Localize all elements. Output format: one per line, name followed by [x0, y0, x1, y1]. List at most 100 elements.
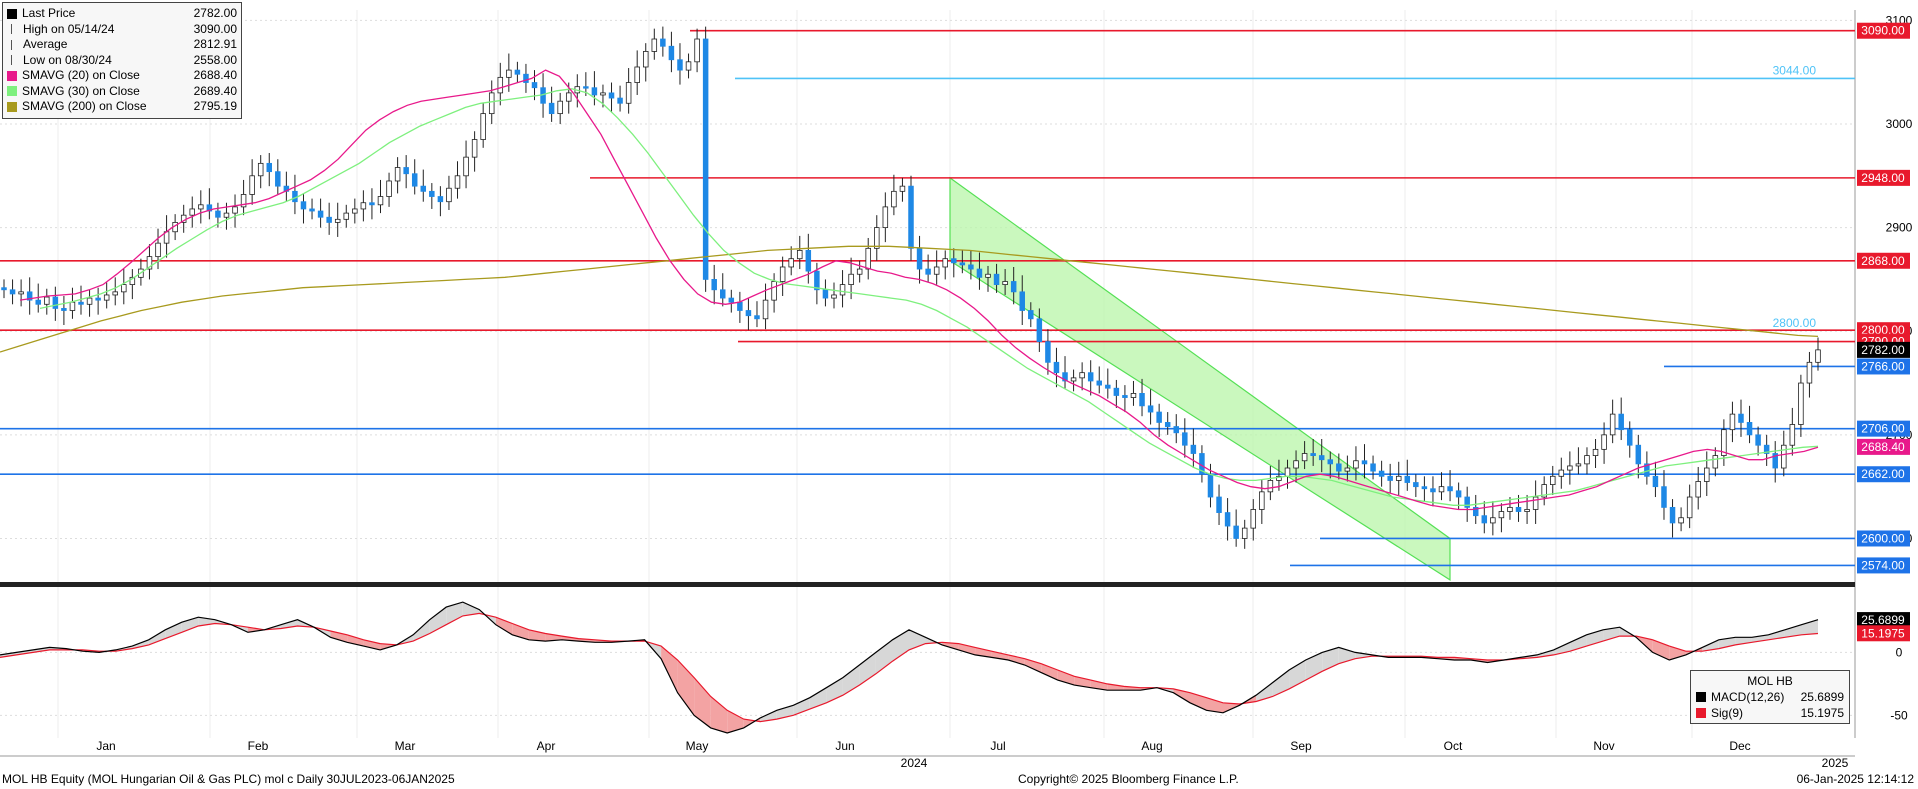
price-tag-box: [1857, 341, 1910, 358]
candle-body: [326, 216, 332, 223]
candle-body: [35, 299, 41, 305]
price-tag-label: 2600.00: [1861, 531, 1905, 545]
price-tag-box: [1857, 252, 1910, 269]
candle-body: [78, 301, 84, 305]
candle-body: [1772, 453, 1778, 469]
candle-body: [1686, 496, 1693, 519]
candle-body: [411, 173, 418, 187]
candle-body: [985, 273, 991, 278]
price-tag-box: [1857, 420, 1910, 437]
macd-fill: [1784, 624, 1802, 638]
price-tag-label: 2766.00: [1861, 359, 1905, 373]
candle-body: [44, 296, 50, 305]
candle-body: [1575, 463, 1582, 467]
legend-row: SMAVG (20) on Close 2688.40: [7, 68, 237, 84]
candle-body: [86, 297, 93, 305]
candle-body: [702, 38, 709, 280]
candle-body: [309, 208, 315, 212]
candle-body: [993, 273, 1000, 286]
macd-fill: [1669, 646, 1686, 660]
price-tag-box: [1857, 358, 1910, 375]
legend-swatch-square: [7, 8, 17, 19]
macd-fill: [1123, 686, 1141, 691]
legend-row: Last Price 2782.00: [7, 6, 237, 22]
candle-body: [1669, 506, 1676, 524]
candle-body: [1147, 405, 1154, 413]
legend-value: 2812.91: [193, 37, 237, 51]
macd-fill: [1024, 658, 1042, 673]
candle-body: [745, 310, 752, 317]
candle-body: [377, 196, 384, 206]
candle-body: [685, 61, 692, 71]
candle-body: [1721, 429, 1727, 456]
price-legend: Last Price 2782.00 High on 05/14/24 3090.0…: [2, 2, 242, 119]
price-tag-label: 2574.00: [1861, 558, 1905, 572]
legend-value: 2558.00: [193, 52, 237, 67]
legend-row: Low on 08/30/24 2558.00: [7, 53, 237, 69]
macd-fill: [875, 639, 893, 674]
legend-swatch-tick: [11, 24, 18, 35]
candle-body: [215, 210, 221, 218]
candle-body: [1318, 455, 1325, 461]
candle-body: [1627, 429, 1633, 446]
price-tag-label: 3090.00: [1861, 24, 1905, 38]
candle-body: [1609, 413, 1616, 436]
legend-value: 2795.19: [193, 99, 237, 113]
candle-body: [874, 227, 880, 249]
candle-body: [1541, 484, 1547, 498]
candle-body: [1002, 281, 1008, 286]
legend-name: SMAVG (30) on Close: [22, 83, 140, 98]
candle-body: [668, 45, 675, 61]
candle-body: [257, 162, 264, 177]
macd-fill: [859, 652, 876, 686]
macd-line: [0, 601, 1819, 734]
macd-fill: [446, 602, 463, 625]
candle-body: [1122, 395, 1128, 398]
candle-body: [1455, 490, 1462, 498]
candle-body: [26, 291, 33, 301]
candle-body: [908, 185, 914, 249]
candle-body: [1156, 411, 1162, 423]
macd-fill: [1090, 680, 1108, 691]
candle-body: [933, 266, 940, 275]
candle-body: [429, 190, 435, 197]
candle-body: [232, 206, 238, 214]
inline-level-label: 3044.00: [1773, 63, 1817, 77]
candle-body: [1216, 496, 1222, 513]
legend-name: MACD(12,26): [1711, 690, 1785, 704]
candle-body: [660, 38, 666, 47]
legend-swatch-square: [7, 86, 17, 97]
candle-body: [1763, 444, 1770, 454]
candle-body: [9, 289, 16, 295]
candle-body: [1601, 434, 1607, 450]
candle-body: [822, 289, 829, 299]
candle-body: [1507, 506, 1513, 512]
candle-body: [720, 289, 726, 299]
candle-body: [129, 276, 136, 286]
candle-body: [1464, 496, 1470, 508]
candle-body: [1729, 413, 1736, 431]
legend-name: SMAVG (20) on Close: [22, 68, 140, 82]
candle-body: [591, 87, 598, 96]
macd-tag-label: 15.1975: [1861, 626, 1905, 640]
candle-body: [1387, 475, 1393, 481]
candle-body: [899, 185, 906, 192]
candle-body: [882, 206, 889, 229]
signal-line: [0, 612, 1819, 723]
macd-fill: [1702, 639, 1719, 652]
candle-body: [959, 262, 966, 266]
legend-name: High on 05/14/24: [23, 21, 115, 36]
legend-swatch-tick: [11, 39, 18, 50]
macd-fill: [1206, 697, 1223, 713]
candle-body: [1395, 475, 1402, 481]
macd-fill: [694, 677, 711, 728]
macd-fill: [545, 633, 562, 642]
candle-body: [1105, 384, 1111, 389]
legend-value: 2688.40: [193, 68, 237, 82]
price-tag-label: 2688.40: [1861, 440, 1905, 454]
macd-fill: [247, 627, 265, 633]
candle-body: [1438, 486, 1445, 493]
candle-body: [223, 212, 230, 218]
price-tag-box: [1857, 466, 1910, 483]
